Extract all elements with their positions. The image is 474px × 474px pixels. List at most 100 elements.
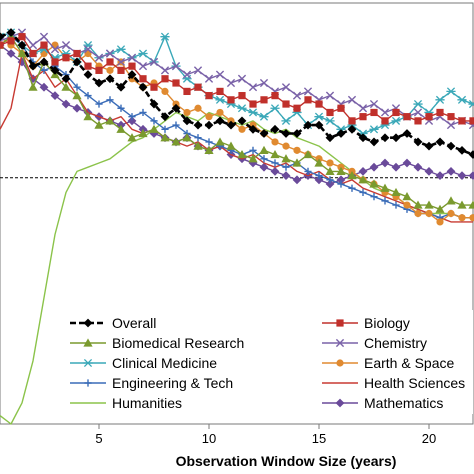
data-point (128, 62, 136, 70)
data-point (237, 74, 247, 83)
legend-marker (335, 398, 345, 408)
data-point (259, 78, 269, 88)
data-point (172, 121, 180, 129)
data-point (402, 192, 412, 201)
data-point (468, 171, 474, 181)
data-point (270, 124, 280, 134)
data-point (314, 158, 324, 167)
data-point (204, 120, 214, 130)
data-point (447, 113, 455, 121)
data-point (249, 146, 257, 154)
data-point (402, 158, 412, 168)
legend-background (62, 310, 473, 414)
data-point (94, 53, 104, 62)
data-point (435, 204, 445, 213)
legend-entry-overall: Overall (70, 315, 156, 331)
data-point (215, 95, 225, 104)
legend-label: Biomedical Research (112, 335, 244, 351)
data-point (282, 142, 290, 150)
legend-label: Overall (112, 315, 156, 331)
data-point (348, 117, 356, 125)
data-point (380, 158, 390, 168)
data-point (326, 159, 334, 167)
data-point (446, 141, 456, 151)
data-point (149, 57, 159, 67)
data-point (17, 48, 27, 58)
data-point (359, 113, 367, 121)
data-point (380, 108, 390, 117)
data-point (435, 171, 445, 181)
data-point (138, 49, 148, 58)
data-point (402, 129, 412, 138)
data-point (193, 141, 203, 150)
data-point (458, 117, 466, 125)
data-point (369, 162, 379, 172)
data-point (413, 108, 423, 117)
legend-entry-clinical-medicine: Clinical Medicine (70, 355, 217, 371)
data-point (348, 184, 356, 192)
data-point (72, 57, 82, 67)
data-point (259, 145, 269, 154)
data-point (6, 49, 16, 58)
data-point (138, 128, 148, 138)
legend-label: Humanities (112, 395, 182, 411)
data-point (116, 57, 126, 67)
data-point (193, 120, 203, 130)
data-point (271, 159, 279, 167)
data-point (424, 200, 434, 209)
series-overall (0, 28, 474, 159)
data-point (325, 179, 335, 189)
data-point (303, 149, 313, 159)
data-point (182, 70, 192, 79)
data-point (40, 41, 48, 49)
data-point (304, 96, 312, 104)
x-tick-label: 15 (312, 431, 326, 446)
legend-marker (335, 338, 345, 348)
data-point (61, 41, 71, 50)
data-point (249, 100, 257, 108)
data-point (238, 125, 246, 133)
data-point (216, 87, 224, 96)
data-point (171, 103, 181, 113)
data-point (17, 57, 27, 67)
data-point (160, 133, 170, 142)
data-point (39, 32, 49, 41)
data-point (281, 83, 291, 92)
data-point (435, 137, 445, 147)
data-point (248, 154, 258, 163)
data-point (424, 167, 434, 176)
data-point (237, 116, 247, 126)
data-point (446, 196, 456, 205)
data-point (138, 62, 148, 71)
legend-marker (83, 338, 93, 347)
data-point (139, 75, 147, 83)
data-point (29, 49, 37, 58)
data-point (117, 104, 125, 112)
legend-label: Clinical Medicine (112, 355, 217, 371)
data-point (18, 33, 26, 41)
data-point (414, 209, 422, 218)
data-point (73, 83, 81, 91)
legend-entry-health-sciences: Health Sciences (322, 375, 465, 391)
data-point (270, 104, 280, 113)
data-point (171, 137, 181, 146)
data-point (457, 95, 467, 104)
data-point (457, 171, 467, 181)
data-point (359, 188, 367, 197)
data-point (292, 129, 302, 138)
data-point (161, 125, 169, 133)
x-axis-title: Observation Window Size (years) (176, 453, 397, 469)
data-point (193, 66, 203, 75)
data-point (84, 62, 92, 70)
data-point (326, 176, 334, 184)
data-point (436, 218, 444, 226)
data-point (248, 124, 258, 134)
data-point (94, 78, 104, 88)
data-point (50, 91, 60, 101)
data-point (0, 32, 5, 42)
data-point (95, 66, 103, 74)
data-point (28, 82, 38, 91)
data-point (413, 162, 423, 172)
data-point (468, 200, 474, 209)
